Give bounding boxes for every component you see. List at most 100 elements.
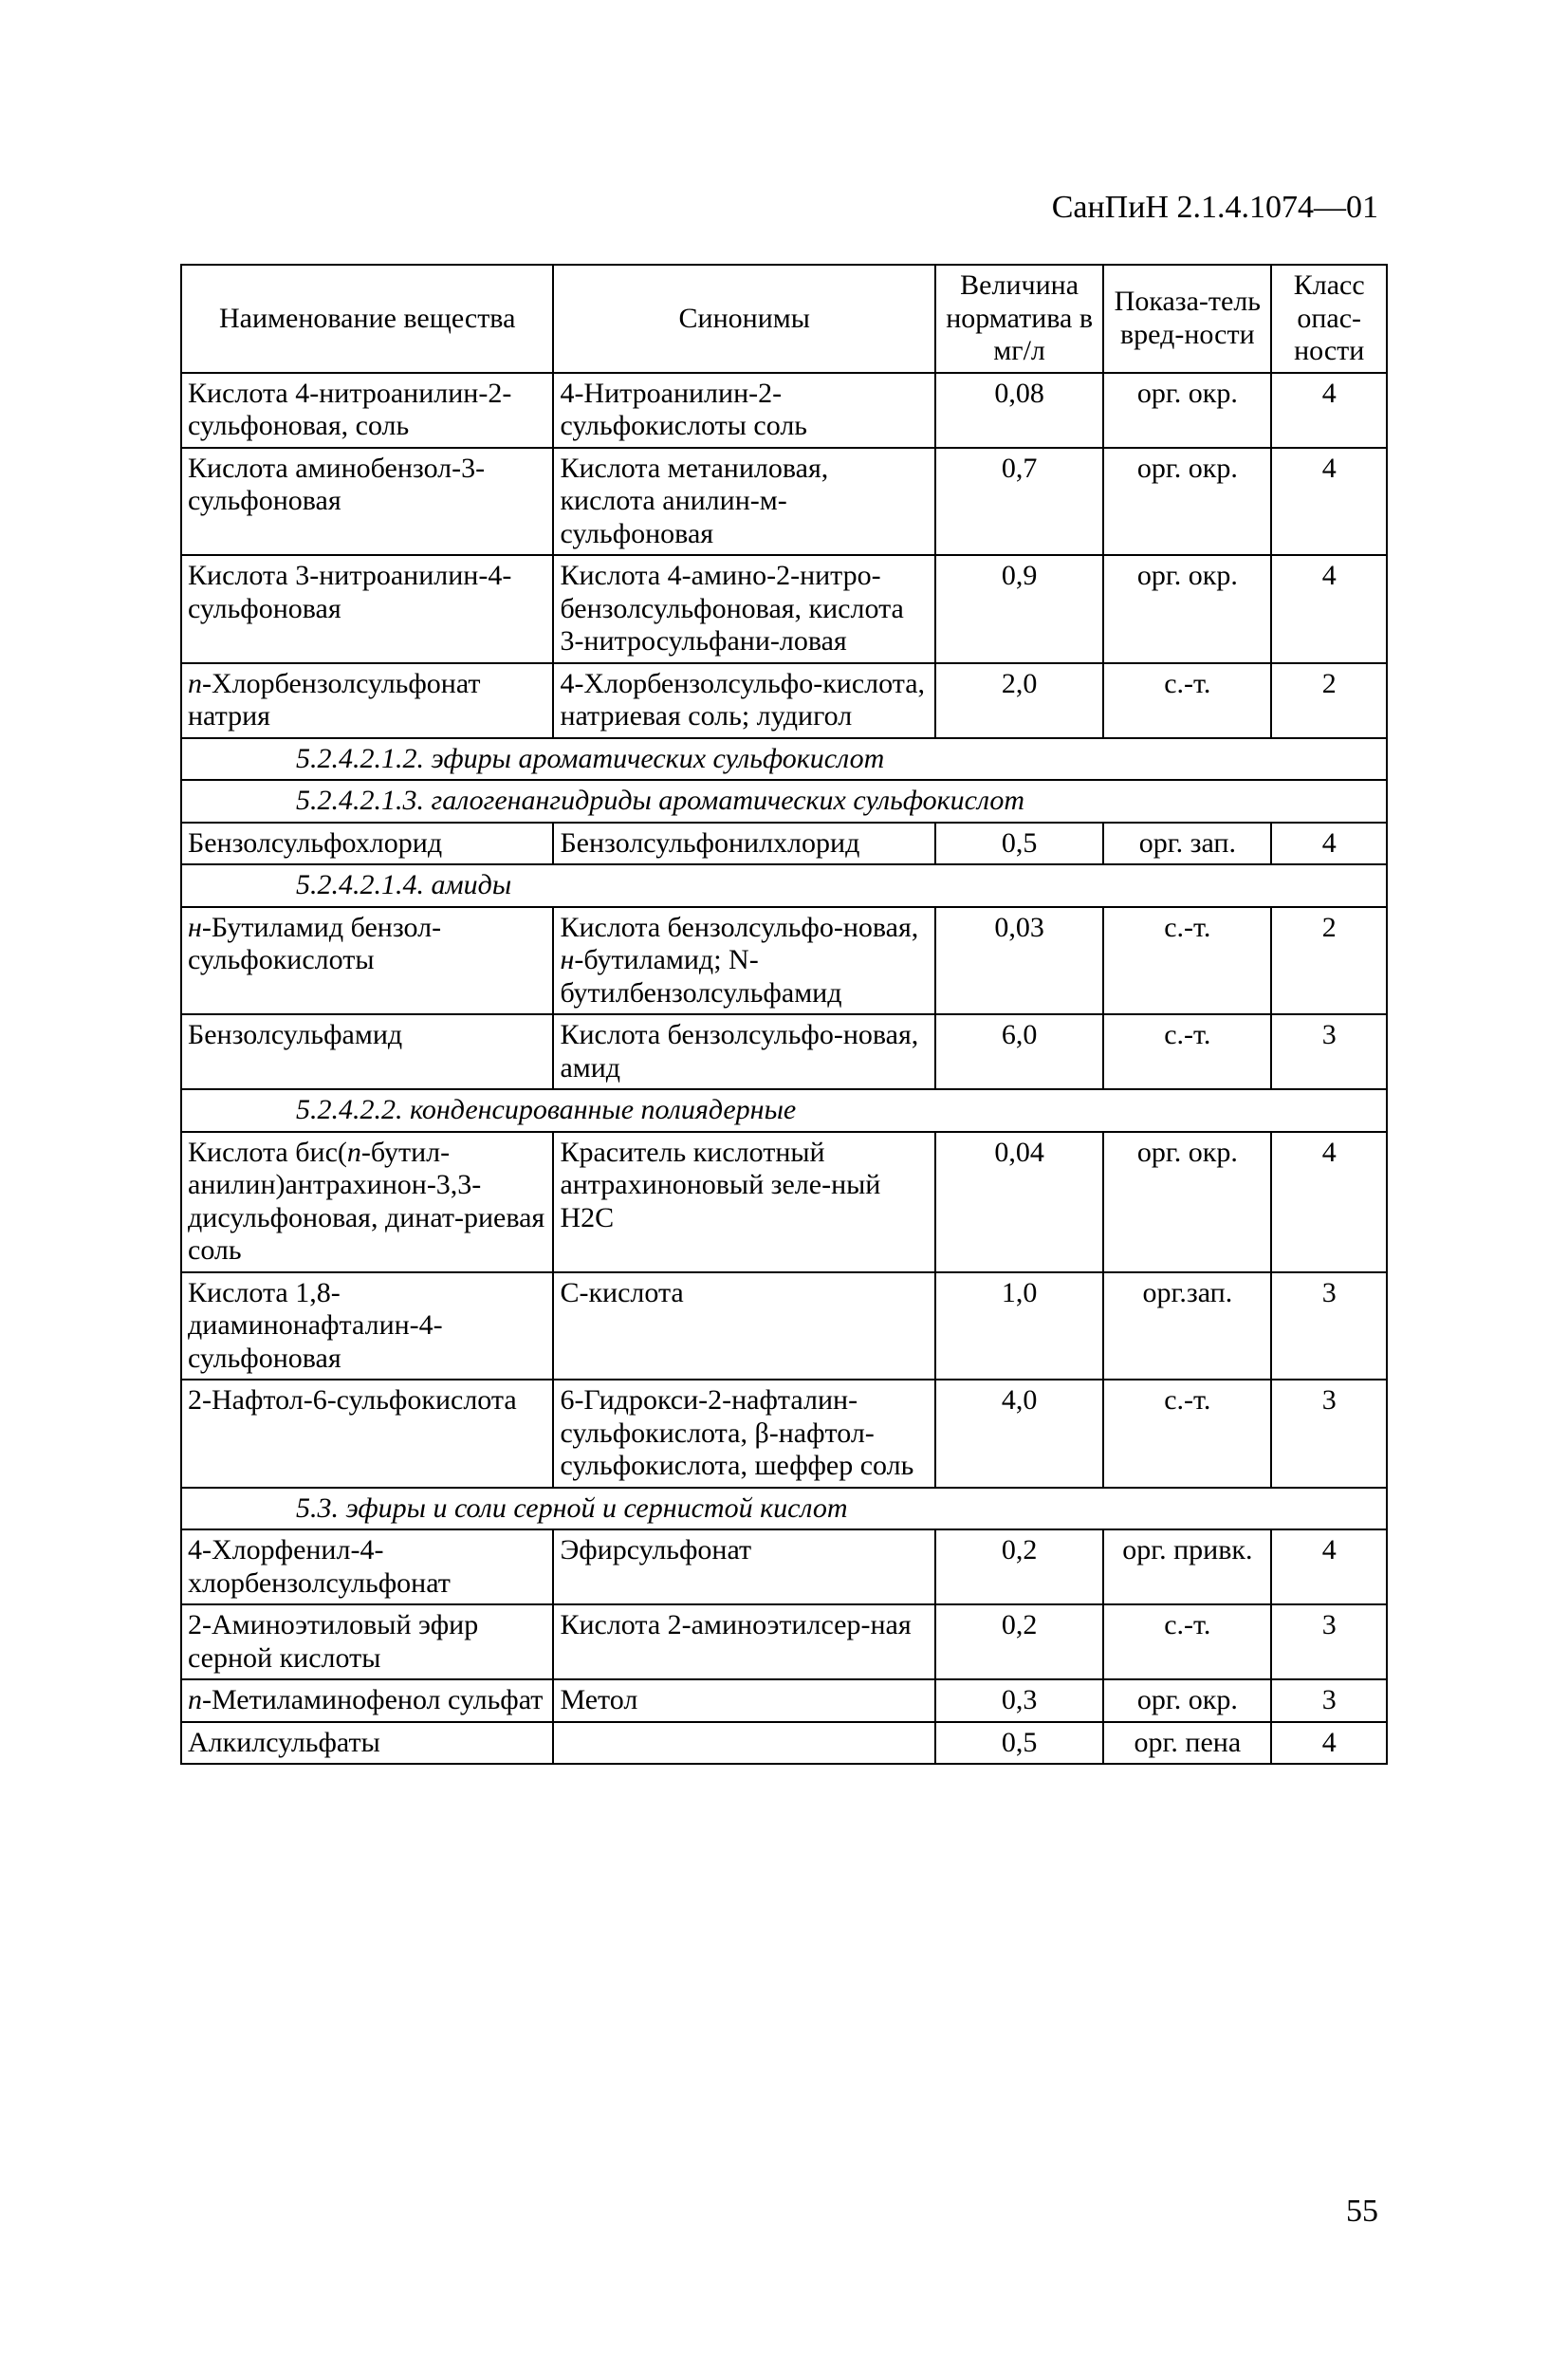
cell-ind: с.-т. [1103,1014,1271,1089]
section-row: 5.2.4.2.2. конденсированные полиядерные [181,1089,1387,1132]
cell-val: 0,7 [935,448,1103,556]
section-title: 5.2.4.2.1.2. эфиры ароматических сульфок… [181,738,1387,781]
cell-ind: орг. окр. [1103,1679,1271,1722]
cell-ind: с.-т. [1103,1604,1271,1679]
italic-part: n [347,1137,361,1168]
cell-name: 2-Аминоэтиловый эфир серной кислоты [181,1604,553,1679]
table-row: Кислота 1,8-диаминонафталин-4-сульфонова… [181,1272,1387,1380]
italic-prefix: n [188,668,202,699]
cell-syn: Кислота 2-аминоэтилсер-ная [553,1604,935,1679]
cell-val: 2,0 [935,663,1103,738]
cell-name: Кислота бис(n-бутил-анилин)антрахинон-3,… [181,1132,553,1272]
document-page: СанПиН 2.1.4.1074—01 Наименование вещест… [0,0,1568,2353]
cell-syn: С-кислота [553,1272,935,1380]
cell-val: 0,3 [935,1679,1103,1722]
cell-name: Кислота 4-нитроанилин-2-сульфоновая, сол… [181,373,553,448]
cell-name: Кислота 1,8-диаминонафталин-4-сульфонова… [181,1272,553,1380]
cell-cls: 4 [1271,555,1387,663]
page-number: 55 [1346,2194,1378,2230]
cell-cls: 4 [1271,373,1387,448]
cell-cls: 4 [1271,1132,1387,1272]
cell-cls: 4 [1271,823,1387,865]
cell-cls: 2 [1271,907,1387,1015]
cell-val: 0,5 [935,1722,1103,1765]
cell-val: 0,5 [935,823,1103,865]
cell-syn: Кислота метаниловая, кислота анилин-м-су… [553,448,935,556]
table-header-row: Наименование вещества Синонимы Величина … [181,265,1387,373]
section-title: 5.2.4.2.1.3. галогенангидриды ароматичес… [181,780,1387,823]
cell-val: 4,0 [935,1380,1103,1488]
cell-cls: 4 [1271,1529,1387,1604]
cell-ind: орг. зап. [1103,823,1271,865]
cell-syn: Кислота бензолсульфо-новая, амид [553,1014,935,1089]
name-text: -Хлорбензолсульфонат натрия [188,668,481,732]
cell-ind: орг. окр. [1103,448,1271,556]
cell-name: 2-Нафтол-6-сульфокислота [181,1380,553,1488]
doc-header: СанПиН 2.1.4.1074—01 [180,190,1388,226]
cell-val: 0,04 [935,1132,1103,1272]
table-row: Бензолсульфамид Кислота бензолсульфо-нов… [181,1014,1387,1089]
col-class: Класс опас-ности [1271,265,1387,373]
cell-name: Кислота аминобензол-3-сульфоновая [181,448,553,556]
cell-cls: 3 [1271,1272,1387,1380]
cell-val: 1,0 [935,1272,1103,1380]
cell-syn: Кислота 4-амино-2-нитро-бензолсульфонова… [553,555,935,663]
table-row: Кислота аминобензол-3-сульфоновая Кислот… [181,448,1387,556]
table-row: 2-Нафтол-6-сульфокислота 6-Гидрокси-2-на… [181,1380,1387,1488]
cell-syn: 4-Нитроанилин-2-сульфокислоты соль [553,373,935,448]
cell-cls: 3 [1271,1604,1387,1679]
italic-prefix: n [188,1684,202,1715]
section-row: 5.2.4.2.1.2. эфиры ароматических сульфок… [181,738,1387,781]
cell-ind: орг. окр. [1103,373,1271,448]
cell-name: Бензолсульфохлорид [181,823,553,865]
italic-part: н [560,944,574,975]
cell-name: Бензолсульфамид [181,1014,553,1089]
cell-name: 4-Хлорфенил-4-хлорбензолсульфонат [181,1529,553,1604]
cell-val: 0,08 [935,373,1103,448]
syn-part: Кислота бензолсульфо-новая, [560,912,918,943]
cell-ind: орг. окр. [1103,555,1271,663]
section-title: 5.2.4.2.2. конденсированные полиядерные [181,1089,1387,1132]
section-row: 5.2.4.2.1.4. амиды [181,864,1387,907]
table-row: Кислота 3-нитроанилин-4-сульфоновая Кисл… [181,555,1387,663]
col-synonyms: Синонимы [553,265,935,373]
table-row: н-Бутиламид бензол-сульфокислоты Кислота… [181,907,1387,1015]
cell-cls: 4 [1271,1722,1387,1765]
section-title: 5.3. эфиры и соли серной и сернистой кис… [181,1488,1387,1530]
cell-val: 0,2 [935,1529,1103,1604]
cell-syn [553,1722,935,1765]
table-row: n-Хлорбензолсульфонат натрия 4-Хлорбензо… [181,663,1387,738]
table-row: Кислота бис(n-бутил-анилин)антрахинон-3,… [181,1132,1387,1272]
cell-val: 0,2 [935,1604,1103,1679]
table-row: 2-Аминоэтиловый эфир серной кислоты Кисл… [181,1604,1387,1679]
cell-cls: 2 [1271,663,1387,738]
name-text: -Метиламинофенол сульфат [202,1684,543,1715]
section-row: 5.3. эфиры и соли серной и сернистой кис… [181,1488,1387,1530]
col-indicator: Показа-тель вред-ности [1103,265,1271,373]
cell-cls: 3 [1271,1380,1387,1488]
cell-syn: Бензолсульфонилхлорид [553,823,935,865]
cell-ind: с.-т. [1103,663,1271,738]
table-row: Алкилсульфаты 0,5 орг. пена 4 [181,1722,1387,1765]
cell-val: 0,9 [935,555,1103,663]
name-part: Кислота бис( [188,1137,347,1168]
cell-ind: с.-т. [1103,1380,1271,1488]
cell-ind: орг.зап. [1103,1272,1271,1380]
col-name: Наименование вещества [181,265,553,373]
cell-cls: 3 [1271,1679,1387,1722]
table-row: 4-Хлорфенил-4-хлорбензолсульфонат Эфирсу… [181,1529,1387,1604]
cell-name: н-Бутиламид бензол-сульфокислоты [181,907,553,1015]
section-row: 5.2.4.2.1.3. галогенангидриды ароматичес… [181,780,1387,823]
cell-ind: орг. привк. [1103,1529,1271,1604]
cell-name: Кислота 3-нитроанилин-4-сульфоновая [181,555,553,663]
cell-val: 6,0 [935,1014,1103,1089]
cell-cls: 3 [1271,1014,1387,1089]
substances-table: Наименование вещества Синонимы Величина … [180,264,1388,1765]
cell-syn: Эфирсульфонат [553,1529,935,1604]
cell-ind: с.-т. [1103,907,1271,1015]
table-row: Кислота 4-нитроанилин-2-сульфоновая, сол… [181,373,1387,448]
table-row: n-Метиламинофенол сульфат Метол 0,3 орг.… [181,1679,1387,1722]
cell-cls: 4 [1271,448,1387,556]
syn-part: -бутиламид; N-бутилбензолсульфамид [560,944,841,1009]
cell-name: n-Метиламинофенол сульфат [181,1679,553,1722]
